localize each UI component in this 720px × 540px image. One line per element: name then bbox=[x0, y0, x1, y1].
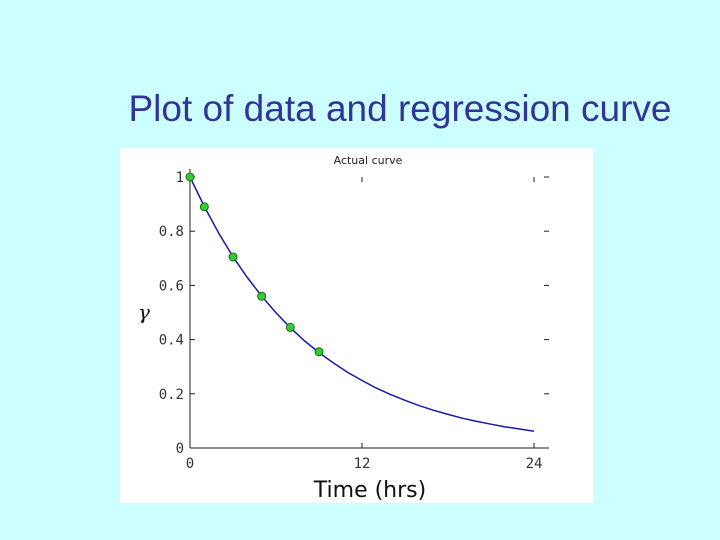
y-tick-label: 0 bbox=[176, 441, 184, 457]
data-point bbox=[257, 291, 267, 301]
x-tick-label: 0 bbox=[186, 456, 194, 472]
chart-title: Actual curve bbox=[334, 154, 403, 167]
data-point bbox=[185, 172, 195, 182]
chart-panel: 0 0.2 0.4 0.6 0.8 1 0 12 24 Actual curve Time (h… bbox=[120, 148, 593, 503]
regression-curve-layer bbox=[189, 176, 535, 432]
x-tick-label: 24 bbox=[526, 456, 543, 472]
y-tick-label: 0.2 bbox=[159, 387, 184, 403]
y-tick-label: 0.6 bbox=[159, 278, 184, 294]
data-point bbox=[199, 202, 209, 212]
data-points-layer bbox=[185, 172, 324, 357]
ticks: 0 0.2 0.4 0.6 0.8 1 0 12 24 bbox=[159, 170, 549, 472]
data-point bbox=[228, 252, 238, 262]
slide-title: Plot of data and regression curve bbox=[128, 88, 672, 129]
regression-chart: 0 0.2 0.4 0.6 0.8 1 0 12 24 Actual curve Time (h… bbox=[138, 154, 549, 503]
y-tick-label: 0.8 bbox=[159, 224, 184, 240]
data-point bbox=[314, 347, 324, 357]
x-axis-label: Time (hrs) bbox=[313, 478, 426, 503]
x-tick-label: 12 bbox=[354, 456, 371, 472]
axes bbox=[189, 169, 548, 449]
y-tick-label: 0.4 bbox=[159, 333, 184, 349]
regression-curve bbox=[189, 176, 535, 432]
y-tick-label: 1 bbox=[176, 170, 184, 186]
y-axis-label: γ bbox=[138, 300, 150, 324]
data-point bbox=[285, 322, 295, 332]
